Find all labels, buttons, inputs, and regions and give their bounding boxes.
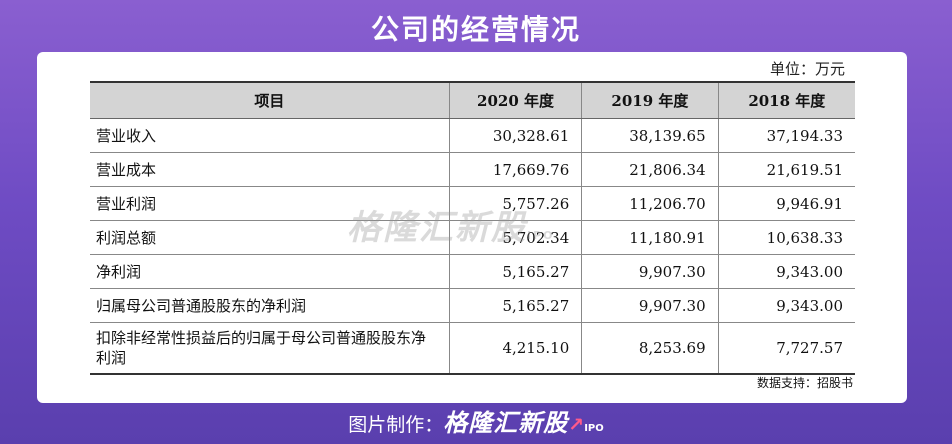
- footer-prefix: 图片制作：: [348, 414, 444, 436]
- table-row: 净利润 5,165.27 9,907.30 9,343.00: [90, 254, 855, 289]
- table-row: 归属母公司普通股股东的净利润 5,165.27 9,907.30 9,343.0…: [90, 288, 855, 323]
- value-2018: 9,343.00: [717, 254, 855, 289]
- table-row: 营业成本 17,669.76 21,806.34 21,619.51: [90, 152, 855, 187]
- table-row: 利润总额 5,702.34 11,180.91 10,638.33: [90, 220, 855, 255]
- value-2020: 5,702.34: [448, 220, 582, 255]
- value-2020: 4,215.10: [448, 322, 582, 375]
- value-2018: 37,194.33: [717, 118, 855, 153]
- watermark-logo: 格隆汇新股IPO: [347, 208, 555, 248]
- value-2018: 9,343.00: [717, 288, 855, 323]
- data-source-note: 数据支持：招股书: [756, 376, 853, 390]
- value-2020: 17,669.76: [448, 152, 582, 187]
- value-2018: 7,727.57: [717, 322, 855, 375]
- row-item: 营业收入: [90, 118, 450, 153]
- row-item: 净利润: [90, 254, 450, 289]
- value-2019: 21,806.34: [581, 152, 719, 187]
- header-2020: 2020 年度: [448, 81, 582, 119]
- financial-table-card: 单位：万元 项目 2020 年度 2019 年度 2018 年度 营业收入 30…: [37, 52, 907, 403]
- value-2018: 9,946.91: [717, 186, 855, 221]
- value-2020: 30,328.61: [448, 118, 582, 153]
- unit-label: 单位：万元: [769, 60, 845, 78]
- value-2018: 10,638.33: [717, 220, 855, 255]
- value-2020: 5,165.27: [448, 254, 582, 289]
- row-item: 扣除非经常性损益后的归属于母公司普通股股东净利润: [90, 322, 450, 375]
- value-2020: 5,165.27: [448, 288, 582, 323]
- header-2019: 2019 年度: [581, 81, 719, 119]
- header-item: 项目: [90, 81, 450, 119]
- value-2019: 11,180.91: [581, 220, 719, 255]
- footer-brand-logo: 格隆汇新股: [443, 409, 569, 437]
- value-2019: 8,253.69: [581, 322, 719, 375]
- value-2019: 9,907.30: [581, 288, 719, 323]
- footer-credit: 图片制作：格隆汇新股↗IPO: [0, 403, 952, 438]
- table-row: 扣除非经常性损益后的归属于母公司普通股股东净利润 4,215.10 8,253.…: [90, 322, 855, 375]
- value-2019: 38,139.65: [581, 118, 719, 153]
- value-2020: 5,757.26: [448, 186, 582, 221]
- value-2019: 9,907.30: [581, 254, 719, 289]
- table-row: 营业收入 30,328.61 38,139.65 37,194.33: [90, 118, 855, 153]
- page-title: 公司的经营情况: [370, 13, 581, 46]
- row-item: 营业利润: [90, 186, 450, 221]
- row-item: 归属母公司普通股股东的净利润: [90, 288, 450, 323]
- row-item: 利润总额: [90, 220, 450, 255]
- operations-table: 项目 2020 年度 2019 年度 2018 年度 营业收入 30,328.6…: [90, 81, 855, 375]
- footer-ipo: IPO: [584, 423, 604, 434]
- row-item: 营业成本: [90, 152, 450, 187]
- header-2018: 2018 年度: [717, 81, 855, 119]
- value-2019: 11,206.70: [581, 186, 719, 221]
- table-header-row: 项目 2020 年度 2019 年度 2018 年度: [90, 81, 855, 119]
- up-arrow-icon: ↗: [568, 414, 585, 436]
- value-2018: 21,619.51: [717, 152, 855, 187]
- table-row: 营业利润 5,757.26 11,206.70 9,946.91: [90, 186, 855, 221]
